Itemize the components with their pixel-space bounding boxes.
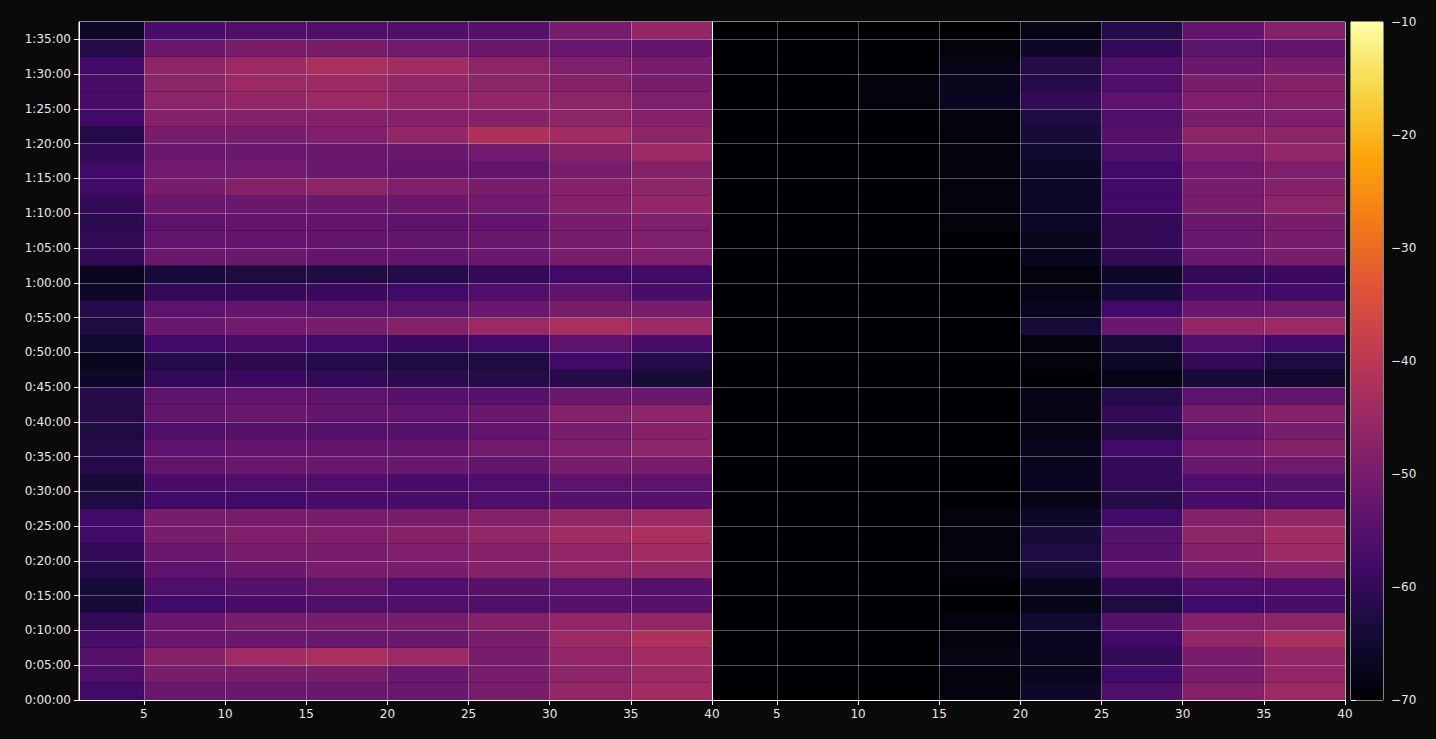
svg-text:1:30:00: 1:30:00	[25, 67, 71, 81]
svg-text:25: 25	[461, 707, 476, 721]
svg-text:5: 5	[773, 707, 781, 721]
svg-text:20: 20	[1013, 707, 1028, 721]
svg-text:−70: −70	[1391, 693, 1416, 707]
svg-text:0:00:00: 0:00:00	[25, 693, 71, 707]
svg-text:10: 10	[850, 707, 865, 721]
svg-text:0:10:00: 0:10:00	[25, 623, 71, 637]
svg-text:35: 35	[623, 707, 638, 721]
svg-text:−60: −60	[1391, 580, 1416, 594]
svg-text:1:15:00: 1:15:00	[25, 171, 71, 185]
svg-text:15: 15	[299, 707, 314, 721]
svg-text:0:15:00: 0:15:00	[25, 589, 71, 603]
svg-text:40: 40	[704, 707, 719, 721]
svg-text:15: 15	[932, 707, 947, 721]
svg-text:1:35:00: 1:35:00	[25, 32, 71, 46]
svg-text:0:55:00: 0:55:00	[25, 311, 71, 325]
svg-text:40: 40	[1337, 707, 1352, 721]
svg-text:1:20:00: 1:20:00	[25, 137, 71, 151]
svg-text:0:25:00: 0:25:00	[25, 519, 71, 533]
svg-text:−20: −20	[1391, 128, 1416, 142]
svg-text:0:40:00: 0:40:00	[25, 415, 71, 429]
svg-text:1:10:00: 1:10:00	[25, 206, 71, 220]
svg-text:5: 5	[140, 707, 148, 721]
svg-text:0:50:00: 0:50:00	[25, 345, 71, 359]
svg-text:30: 30	[542, 707, 557, 721]
svg-text:20: 20	[380, 707, 395, 721]
svg-text:0:35:00: 0:35:00	[25, 450, 71, 464]
svg-text:0:30:00: 0:30:00	[25, 484, 71, 498]
svg-text:0:05:00: 0:05:00	[25, 658, 71, 672]
svg-text:−30: −30	[1391, 241, 1416, 255]
svg-text:30: 30	[1175, 707, 1190, 721]
svg-text:0:45:00: 0:45:00	[25, 380, 71, 394]
svg-text:1:00:00: 1:00:00	[25, 276, 71, 290]
svg-text:35: 35	[1256, 707, 1271, 721]
svg-text:1:05:00: 1:05:00	[25, 241, 71, 255]
svg-text:25: 25	[1094, 707, 1109, 721]
svg-text:−50: −50	[1391, 467, 1416, 481]
svg-text:−10: −10	[1391, 15, 1416, 29]
svg-text:−40: −40	[1391, 354, 1416, 368]
svg-text:1:25:00: 1:25:00	[25, 102, 71, 116]
svg-text:0:20:00: 0:20:00	[25, 554, 71, 568]
svg-text:10: 10	[217, 707, 232, 721]
